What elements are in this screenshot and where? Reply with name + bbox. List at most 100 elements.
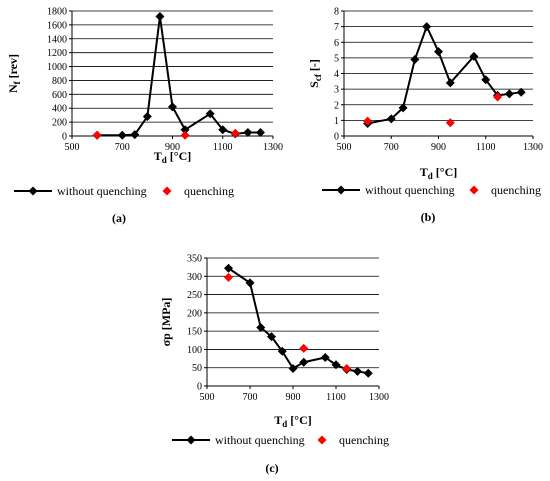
y-tick-label: 0 [62,132,67,143]
x-axis-title-sub: d [428,171,433,181]
y-axis-title-sub: f [12,80,22,84]
data-point-black [224,263,233,273]
data-point-black [353,366,362,376]
legend-label-without-quenching: without quenching [215,433,305,447]
data-point-red [493,92,503,102]
x-axis-title-main: T [154,149,162,163]
y-tick-label: 350 [187,254,202,265]
y-tick-label: 8 [334,7,339,18]
data-point-black [256,322,266,332]
y-tick-label: 100 [187,345,202,356]
data-point-black [410,54,420,64]
legend-marker-quenching [317,435,327,445]
data-point-black [422,22,432,32]
data-point-black [504,89,514,99]
x-axis-title-unit: [°C] [433,165,457,179]
y-tick-label: 150 [187,327,202,338]
x-axis-title-sub: d [162,155,167,165]
data-point-black [243,128,253,138]
y-tick-label: 800 [52,76,67,87]
data-point-black [434,47,443,57]
x-axis-title-sub: d [282,419,287,429]
data-point-black [142,112,152,122]
legend-marker-quenching [469,185,479,195]
data-point-red [299,343,309,353]
x-tick-label: 700 [115,142,130,153]
x-tick-label: 1300 [263,142,283,153]
y-axis-title-sub: cf [313,73,323,81]
y-axis-title-main: σp [MPa] [159,298,173,347]
series-line-1 [367,24,522,125]
y-tick-label: 200 [187,308,202,319]
y-tick-label: 0 [197,382,202,393]
legend-label-quenching: quenching [184,184,234,198]
y-tick-label: 2 [334,100,339,111]
x-tick-label: 1300 [523,142,543,153]
y-tick-label: 5 [334,53,339,64]
chart-panel-a: 0 200 400 600 800 1000 1200 1400 1600 1800 500 700 9… [6,7,283,226]
legend-marker-without-quenching [336,185,346,195]
data-point-black [205,109,215,119]
data-point-black [516,87,526,97]
legend-label-quenching: quenching [491,183,541,197]
y-tick-label: 1400 [47,34,67,45]
y-axis-title: Nf [rev] [6,54,22,93]
y-tick-label: 300 [187,272,202,283]
x-tick-label: 700 [384,142,399,153]
data-point-black [363,368,373,378]
legend-marker-without-quenching [186,435,196,445]
x-tick-label: 500 [65,142,80,153]
y-axis-title-main: N [6,84,20,93]
data-point-black [117,130,127,140]
x-tick-label: 1100 [213,142,233,153]
y-tick-label: 250 [187,290,202,301]
legend-label-without-quenching: without quenching [57,184,147,198]
data-point-black [155,12,165,22]
legend-marker-without-quenching [28,186,38,196]
data-point-red [445,118,455,128]
y-axis-title-main: S [307,81,321,88]
y-tick-label: 1600 [47,20,67,31]
x-tick-label: 500 [337,142,352,153]
data-point-black [445,78,455,88]
x-tick-label: 900 [431,142,446,153]
data-point-black [386,114,396,124]
data-point-red [92,130,102,140]
x-axis-title: Td [°C] [154,149,192,165]
data-point-black [469,51,479,61]
data-point-black [130,130,140,140]
data-point-black [168,102,177,112]
y-tick-label: 6 [334,38,339,49]
chart-panel-c: 0 50 100 150 200 250 300 350 500 700 900 1100 1300 Td… [159,254,389,476]
y-axis-title-unit: [rev] [6,54,20,81]
y-tick-label: 1200 [47,48,67,59]
x-tick-label: 1100 [326,392,346,403]
panel-label: (a) [112,211,126,225]
data-point-red [230,128,240,138]
data-point-black [218,125,228,135]
series-line-1 [97,16,261,137]
y-tick-label: 50 [192,363,202,374]
panel-label: (c) [265,461,278,475]
x-tick-label: 900 [286,392,301,403]
x-axis-title: Td [°C] [274,413,312,429]
panel-label: (b) [421,210,436,224]
x-tick-label: 900 [165,142,180,153]
data-point-black [180,125,190,135]
legend-label-without-quenching: without quenching [365,183,455,197]
y-tick-label: 3 [334,85,339,96]
data-point-black [255,128,265,138]
x-axis-title-main: T [420,165,428,179]
y-tick-label: 600 [52,90,67,101]
data-point-black [267,332,276,342]
data-point-black [288,363,298,373]
y-tick-label: 1 [334,116,339,127]
data-point-red [363,116,373,126]
legend-marker-quenching [162,186,172,196]
data-point-black [299,357,309,367]
chart-panel-b: 0 1 2 3 4 5 6 7 8 500 700 900 1100 1300 Td [°C] Scf [-]… [307,7,543,225]
y-tick-label: 0 [334,132,339,143]
y-axis-title: Scf [-] [307,59,323,88]
y-axis-title-unit: [-] [307,59,321,74]
